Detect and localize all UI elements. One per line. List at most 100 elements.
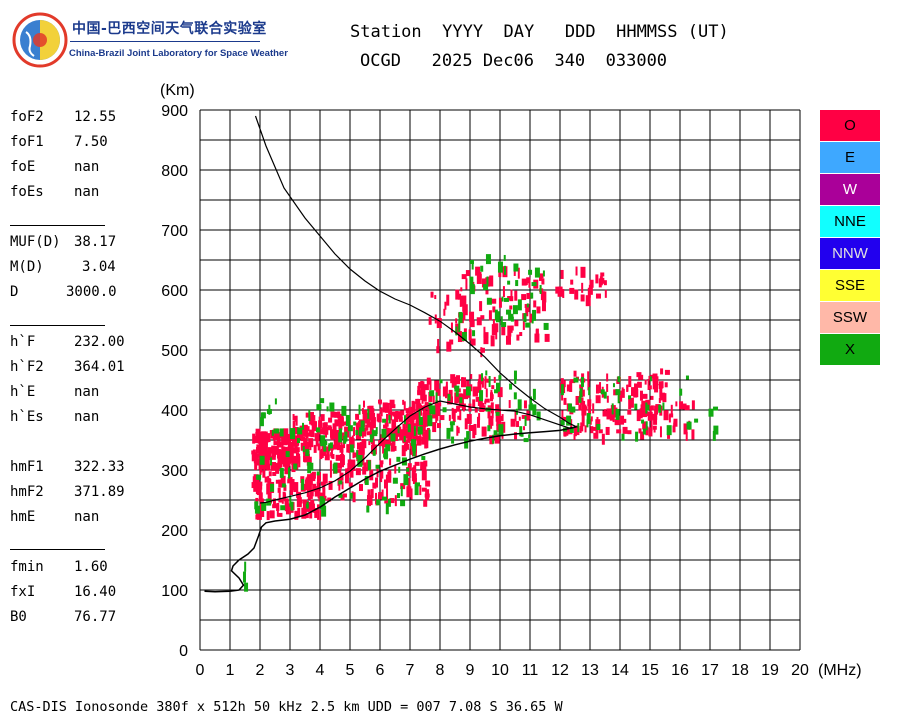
echo-point-o <box>419 485 422 496</box>
echo-point-o <box>386 488 389 500</box>
echo-point-x <box>439 379 443 384</box>
echo-point-o <box>312 483 317 492</box>
echo-point-x <box>244 561 247 572</box>
echo-point-x <box>532 388 536 400</box>
echo-point-o <box>254 459 258 471</box>
echo-point-x <box>353 421 357 426</box>
legend-item-nnw: NNW <box>820 238 880 269</box>
echo-point-o <box>257 434 260 444</box>
echo-point-o <box>304 427 309 437</box>
echo-point-o <box>469 320 475 328</box>
echo-point-o <box>464 418 468 430</box>
echo-point-o <box>465 278 468 290</box>
echo-point-o <box>495 330 498 340</box>
echo-point-x <box>403 435 406 442</box>
echo-point-x <box>366 505 370 513</box>
echo-point-o <box>468 329 472 341</box>
echo-point-x <box>464 437 469 449</box>
echo-point-x <box>349 444 354 453</box>
param-label: D <box>10 284 19 300</box>
echo-point-o <box>637 381 642 388</box>
echo-point-o <box>323 426 329 435</box>
echo-point-x <box>492 434 495 444</box>
echo-point-o <box>560 269 564 279</box>
echo-point-o <box>331 453 335 459</box>
echo-point-o <box>363 439 367 449</box>
echo-point-o <box>595 395 601 404</box>
echo-point-o <box>341 452 344 461</box>
echo-point-x <box>512 305 518 315</box>
echo-point-o <box>514 432 518 440</box>
echo-point-o <box>276 506 279 517</box>
echo-point-x <box>469 284 475 295</box>
echo-point-x <box>274 398 277 405</box>
echo-point-o <box>668 414 671 423</box>
echo-point-o <box>394 465 397 474</box>
echo-point-o <box>276 502 280 511</box>
echo-point-o <box>282 455 286 465</box>
echo-point-o <box>436 346 440 354</box>
echo-point-x <box>517 399 522 410</box>
echo-point-o <box>251 450 255 455</box>
echo-point-o <box>509 296 514 302</box>
instrument-footer: CAS-DIS Ionosonde 380f x 512h 50 kHz 2.5… <box>10 699 563 715</box>
echo-point-x <box>279 428 284 437</box>
echo-point-o <box>521 414 527 419</box>
echo-point-o <box>348 449 351 454</box>
echo-point-o <box>658 398 661 404</box>
echo-point-o <box>334 411 339 418</box>
echo-point-o <box>309 512 313 519</box>
echo-point-o <box>650 395 654 400</box>
echo-point-o <box>588 405 592 415</box>
echo-point-x <box>412 451 416 457</box>
echo-point-o <box>376 413 381 422</box>
echo-point-o <box>251 454 255 462</box>
echo-point-x <box>534 267 540 278</box>
echo-point-o <box>266 483 270 495</box>
echo-point-x <box>472 330 476 337</box>
echo-point-o <box>294 446 298 454</box>
echo-point-o <box>646 411 649 417</box>
echo-point-o <box>410 488 413 500</box>
echo-point-o <box>337 468 342 473</box>
echo-point-x <box>504 265 507 275</box>
echo-point-o <box>335 435 341 446</box>
param-value: 364.01 <box>74 359 125 375</box>
echo-point-o <box>404 428 408 439</box>
echo-point-o <box>587 287 591 298</box>
echo-point-x <box>486 276 489 286</box>
param-label: foE <box>10 159 36 175</box>
echo-point-x <box>580 376 584 387</box>
echo-point-o <box>460 287 463 292</box>
param-value: 3.04 <box>82 259 116 275</box>
echo-point-o <box>402 423 406 431</box>
echo-point-o <box>313 507 319 513</box>
echo-point-o <box>269 430 273 435</box>
echo-point-o <box>273 438 276 445</box>
echo-point-o <box>295 415 298 426</box>
echo-point-o <box>461 295 467 307</box>
echo-point-o <box>436 423 441 429</box>
echo-point-x <box>497 261 503 273</box>
echo-point-x <box>341 405 347 416</box>
echo-point-o <box>422 412 426 424</box>
echo-point-x <box>256 474 262 480</box>
echo-point-o <box>685 431 688 441</box>
echo-point-x <box>285 451 290 458</box>
echo-point-o <box>384 499 390 504</box>
echo-point-x <box>530 292 534 299</box>
echo-point-x <box>390 433 396 442</box>
echo-point-o <box>397 429 401 437</box>
echo-point-o <box>317 474 321 484</box>
echo-point-o <box>375 477 379 488</box>
echo-point-x <box>508 309 512 320</box>
echo-point-o <box>528 279 531 288</box>
echo-point-o <box>412 431 418 441</box>
param-value: 232.00 <box>74 334 125 350</box>
echo-point-o <box>633 387 638 398</box>
x-tick-label: 10 <box>491 662 509 679</box>
echo-point-o <box>589 418 592 425</box>
echo-point-x <box>451 436 455 444</box>
echo-point-o <box>303 437 308 447</box>
echo-point-o <box>346 444 350 449</box>
